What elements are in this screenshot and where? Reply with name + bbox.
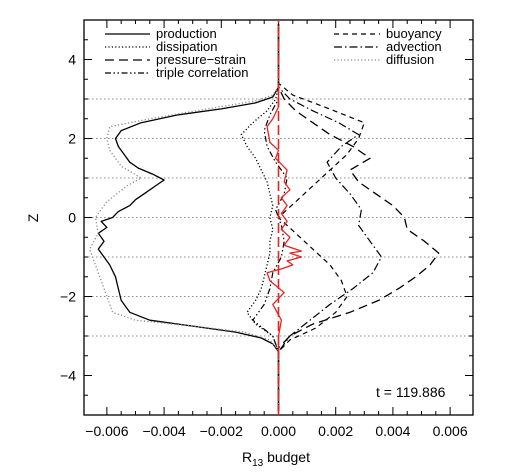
x-axis-title-suffix: budget	[263, 449, 310, 465]
y-axis-title: Z	[25, 213, 41, 222]
legend-right-label-0: buoyancy	[386, 26, 442, 41]
grid-lines	[84, 98, 473, 337]
series-lines	[89, 20, 440, 415]
y-tick-label-1: −2	[60, 289, 76, 305]
legend-left-label-2: pressure−strain	[156, 52, 246, 67]
legend-left-label-1: dissipation	[156, 39, 217, 54]
legend-right-label-1: advection	[386, 39, 442, 54]
annotation-time: t = 119.886	[376, 384, 446, 400]
series-line-7	[266, 91, 303, 352]
x-ticks: −0.006 −0.004 −0.002 0.000 0.002 0.004 0.006	[85, 20, 468, 439]
legend-left-label-0: production	[156, 26, 217, 41]
y-ticks: −4 −2 0 2 4	[60, 19, 473, 416]
y-tick-label-3: 2	[68, 131, 76, 147]
y-tick-label-2: 0	[68, 210, 76, 226]
x-axis-title: R13 budget	[242, 449, 310, 469]
x-tick-label-5: 0.004	[375, 423, 410, 439]
x-axis-title-main: R	[242, 449, 252, 465]
x-tick-label-3: 0.000	[261, 423, 296, 439]
x-axis-title-sub: 13	[252, 458, 264, 469]
series-line-3	[252, 23, 288, 412]
y-tick-label-4: 4	[68, 52, 76, 68]
x-tick-label-0: −0.006	[85, 423, 128, 439]
series-line-0	[97, 23, 280, 412]
legend-right-label-2: diffusion	[386, 52, 434, 67]
legend-left-label-3: triple correlation	[156, 65, 249, 80]
x-tick-label-1: −0.004	[142, 423, 185, 439]
x-tick-label-2: −0.002	[200, 423, 243, 439]
series-line-5	[277, 23, 383, 412]
x-tick-label-6: 0.006	[433, 423, 468, 439]
legend: productiondissipationpressure−straintrip…	[105, 26, 442, 80]
y-tick-label-0: −4	[60, 368, 76, 384]
x-tick-label-4: 0.002	[318, 423, 353, 439]
series-line-2	[277, 23, 440, 412]
